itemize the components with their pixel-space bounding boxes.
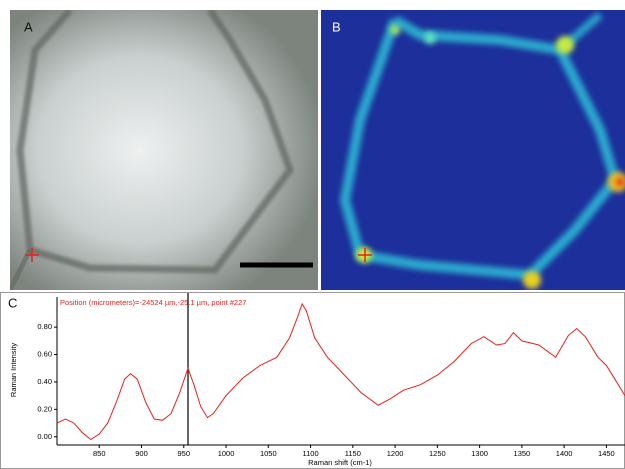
spectrum-line [56,302,625,441]
panel-label: A [24,19,33,34]
panel-label: C [8,295,17,310]
raman-map [321,10,625,290]
x-tick-label: 1200 [387,449,404,458]
x-tick-label: 1050 [260,449,277,458]
y-tick-label: 0.40 [37,377,52,386]
x-tick-label: 1450 [598,449,615,458]
x-tick-label: 900 [135,449,148,458]
y-tick-label: 0.80 [37,322,52,331]
x-axis-label: Raman shift (cm-1) [308,458,372,467]
y-tick-label: 0.60 [37,350,52,359]
x-tick-label: 1100 [303,449,319,458]
y-tick-label: 0.00 [37,432,52,441]
x-tick-label: 1250 [429,449,446,458]
y-axis-label: Raman Intensity [9,343,18,397]
x-tick-label: 950 [178,449,191,458]
x-tick-label: 1000 [218,449,235,458]
y-tick-label: 0.20 [37,404,52,413]
x-tick-label: 1400 [556,449,573,458]
x-tick-label: 1350 [514,449,531,458]
annotation: Position (micrometers)=-24524 µm,-25.1 µ… [60,298,246,307]
x-tick-label: 1150 [345,449,361,458]
x-tick-label: 850 [93,449,106,458]
panel-label: B [332,19,341,34]
micrograph [10,10,318,290]
x-tick-label: 1300 [471,449,488,458]
chart-panel [0,292,625,469]
